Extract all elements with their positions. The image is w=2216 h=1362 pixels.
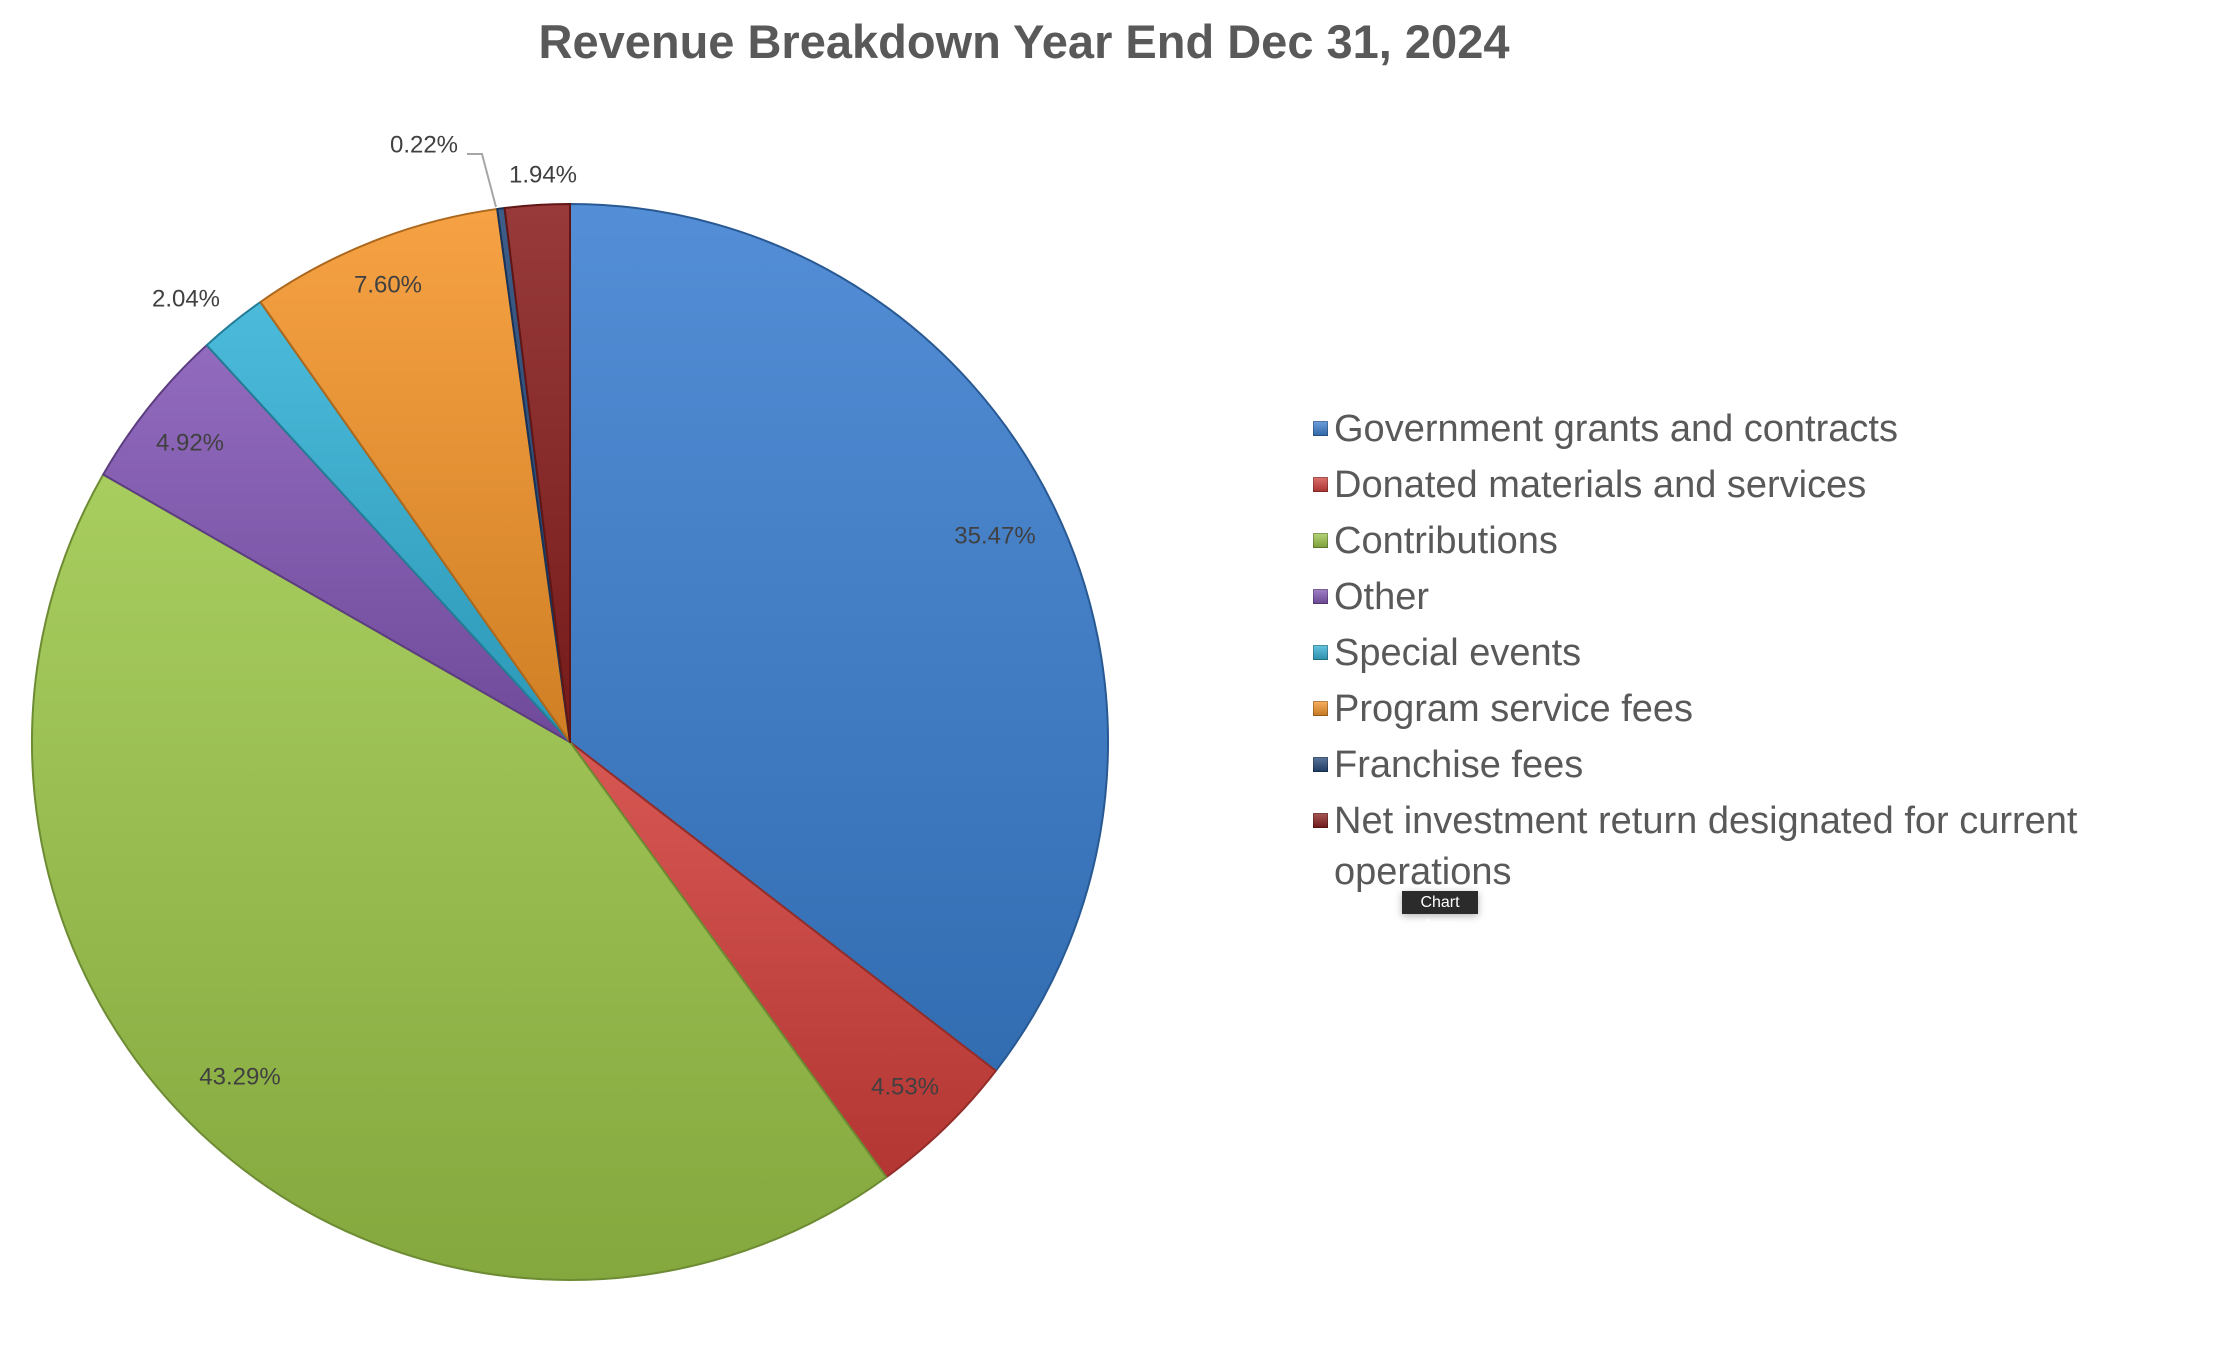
legend-swatch [1313,757,1328,772]
legend-item[interactable]: Franchise fees [1313,740,2213,791]
legend[interactable]: Government grants and contracts Donated m… [1313,404,2213,903]
legend-label: Net investment return designated for cur… [1334,800,2078,893]
data-label: 7.60% [354,271,422,298]
legend-label: Special events [1334,632,1582,674]
legend-label: Donated materials and services [1334,464,1867,506]
legend-swatch [1313,701,1328,716]
data-label: 4.92% [156,429,224,456]
pie-slice-4[interactable] [102,344,571,743]
legend-swatch [1313,477,1328,492]
legend-item[interactable]: Other [1313,572,2213,623]
chart-area-tooltip: Chart Area [1402,891,1478,934]
pie-chart[interactable]: 35.47% 4.53% 43.29% 4.92% 2.04% 7.60% 0.22% 1.9… [0,0,1240,1362]
legend-label: Other [1334,576,1430,618]
data-label: 4.53% [871,1073,939,1100]
pie-slice-3[interactable] [31,473,888,1281]
pie-slice-6[interactable] [259,207,571,743]
leader-line [467,153,497,208]
legend-label: Program service fees [1334,688,1694,730]
legend-label: Contributions [1334,520,1558,562]
legend-swatch [1313,533,1328,548]
legend-item[interactable]: Contributions [1313,516,2213,567]
legend-item[interactable]: Donated materials and services [1313,460,2213,511]
legend-label: Government grants and contracts [1334,408,1898,450]
data-label: 35.47% [954,522,1035,549]
chart-title: Revenue Breakdown Year End Dec 31, 2024 [538,15,1510,68]
data-label: 43.29% [199,1063,280,1090]
legend-item[interactable]: Special events [1313,628,2213,679]
pie-slice-8[interactable] [503,203,571,743]
legend-item[interactable]: Government grants and contracts [1313,404,2213,455]
legend-swatch [1313,645,1328,660]
data-label: 1.94% [509,161,577,188]
data-label: 2.04% [152,285,220,312]
legend-swatch [1313,813,1328,828]
legend-swatch [1313,421,1328,436]
legend-label: Franchise fees [1334,744,1584,786]
legend-item[interactable]: Net investment return designated for cur… [1313,796,2213,898]
legend-item[interactable]: Program service fees [1313,684,2213,735]
data-label: 0.22% [390,131,458,158]
pie-slice-1[interactable] [569,203,1109,1072]
legend-swatch [1313,589,1328,604]
